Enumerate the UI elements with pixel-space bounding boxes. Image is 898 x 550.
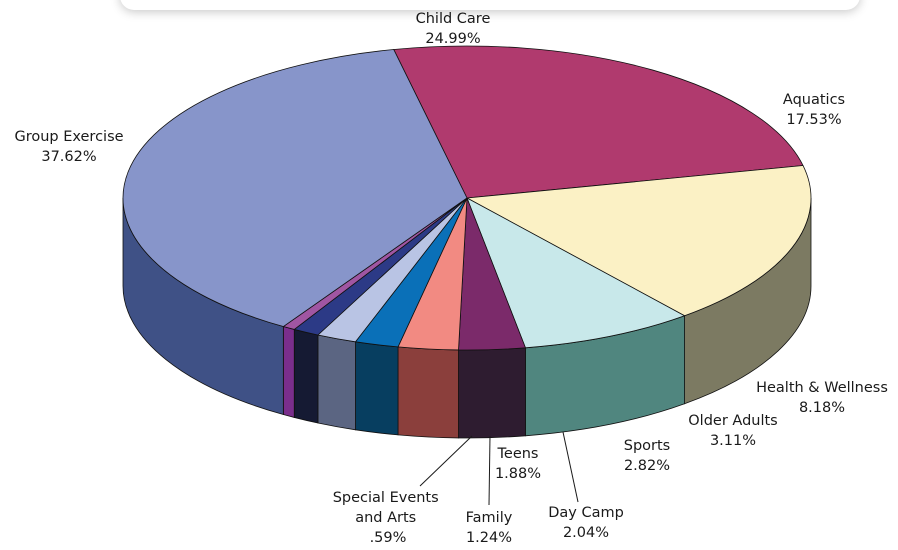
pie-slice-health-wellness bbox=[466, 197, 685, 349]
top-panel-shadow bbox=[120, 0, 860, 10]
label-group-exercise-value: 37.62% bbox=[41, 149, 96, 165]
pie-side-sports bbox=[397, 346, 459, 439]
label-sports-name: Sports bbox=[624, 438, 670, 454]
label-teens-value: 1.88% bbox=[495, 466, 541, 482]
label-sports-value: 2.82% bbox=[624, 458, 670, 474]
label-day-camp-name: Day Camp bbox=[548, 505, 624, 521]
pie-side-family bbox=[293, 328, 319, 424]
pie-slice-group-exercise bbox=[122, 49, 468, 327]
label-child-care-value: 24.99% bbox=[425, 31, 480, 47]
label-group-exercise-name: Group Exercise bbox=[14, 129, 123, 145]
pie-side-day-camp bbox=[355, 341, 399, 436]
pie-slice-aquatics bbox=[466, 165, 812, 317]
pie-side-special-events-and-arts bbox=[282, 325, 295, 418]
label-older-adults-name: Older Adults bbox=[688, 413, 777, 429]
leader-family bbox=[488, 435, 491, 506]
label-family-name: Family bbox=[466, 510, 513, 526]
pie-slice-child-care bbox=[393, 45, 804, 199]
pie-side-older-adults bbox=[458, 347, 526, 439]
label-teens-name: Teens bbox=[497, 446, 539, 462]
leader-day-camp bbox=[562, 431, 579, 503]
pie-side-teens bbox=[317, 334, 356, 431]
label-health-wellness-name: Health & Wellness bbox=[756, 380, 888, 396]
label-aquatics-value: 17.53% bbox=[786, 112, 841, 128]
label-older-adults-value: 3.11% bbox=[710, 433, 756, 449]
label-day-camp-value: 2.04% bbox=[563, 525, 609, 541]
label-child-care-name: Child Care bbox=[416, 11, 491, 27]
label-special-events-name: Special Events and Arts .59% bbox=[333, 490, 444, 546]
label-aquatics-name: Aquatics bbox=[783, 92, 845, 108]
leader-special-events bbox=[419, 435, 473, 487]
label-health-wellness-value: 8.18% bbox=[799, 400, 845, 416]
label-family-value: 1.24% bbox=[466, 530, 512, 546]
